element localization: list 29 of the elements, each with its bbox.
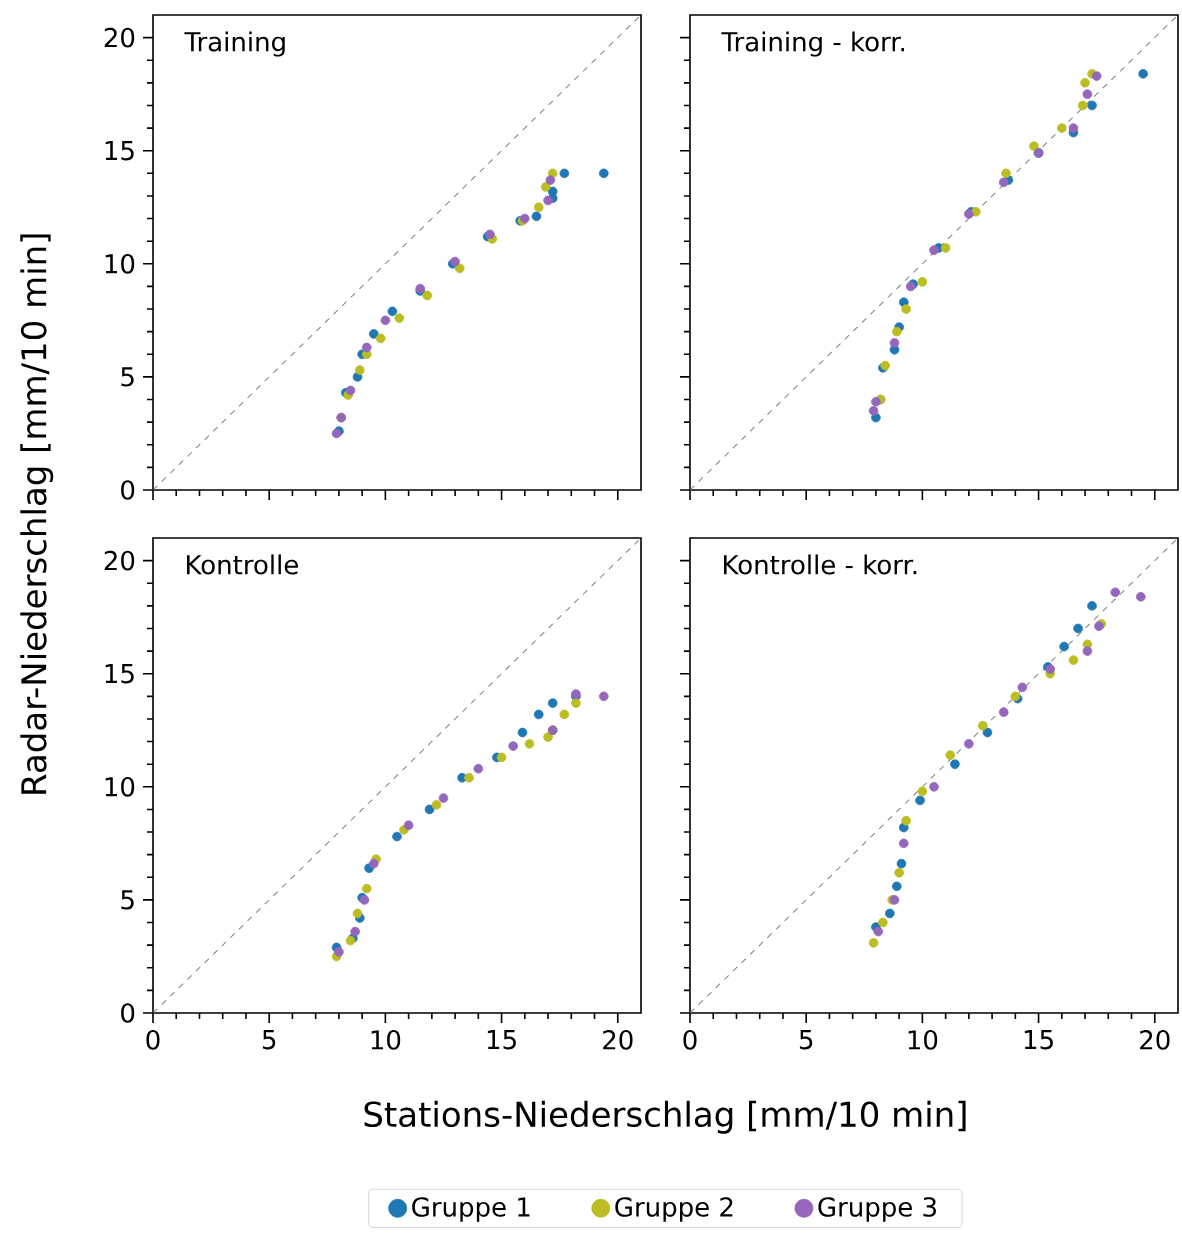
x-tick-label: 5 xyxy=(262,1030,276,1050)
x-tick-label: 20 xyxy=(603,1030,633,1050)
y-axis-title: Radar-Niederschlag [mm/10 min] xyxy=(20,234,54,794)
text: Training xyxy=(184,31,285,57)
y-tick-label: 15 xyxy=(105,664,134,684)
y-tick-label: 10 xyxy=(105,253,135,274)
y-tick-label: 20 xyxy=(104,550,135,571)
x-tick-label: 0 xyxy=(146,1030,160,1050)
text: Kontrolle - korr. xyxy=(724,554,917,575)
text: Kontrolle xyxy=(187,554,298,575)
y-tick-label: 0 xyxy=(121,1003,135,1023)
legend-label: Gruppe 2 xyxy=(615,1197,733,1222)
x-tick-label: 20 xyxy=(1140,1030,1170,1050)
y-tick-label: 10 xyxy=(105,776,135,797)
legend-label: Gruppe 1 xyxy=(412,1197,530,1222)
x-tick-label: 15 xyxy=(1024,1030,1053,1050)
y-tick-label: 5 xyxy=(121,890,134,910)
legend-label: Gruppe 3 xyxy=(818,1197,936,1222)
y-tick-label: 15 xyxy=(105,141,134,161)
y-tick-label: 0 xyxy=(121,480,135,500)
y-tick-label: 20 xyxy=(104,27,135,48)
x-axis-title: Stations-Niederschlag [mm/10 min] xyxy=(364,1100,966,1134)
x-tick-label: 10 xyxy=(371,1030,401,1050)
x-tick-label: 10 xyxy=(908,1030,938,1050)
x-tick-label: 15 xyxy=(487,1030,516,1050)
x-tick-label: 0 xyxy=(683,1030,697,1050)
x-tick-label: 5 xyxy=(799,1030,813,1050)
y-tick-label: 5 xyxy=(121,367,134,387)
text: Training - korr. xyxy=(721,31,905,57)
